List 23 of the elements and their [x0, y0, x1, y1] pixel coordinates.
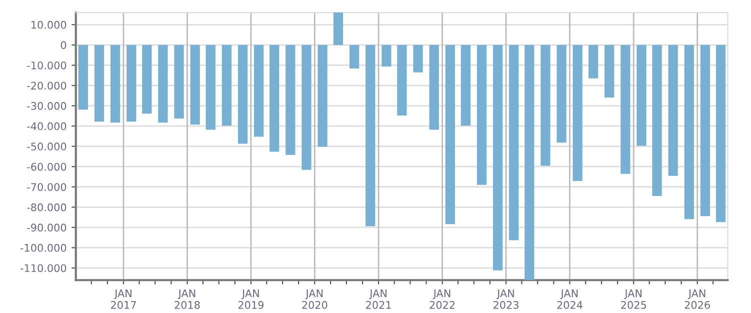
x-tick-label: JAN 2021: [366, 289, 391, 309]
y-tick-label: -110.000: [20, 264, 66, 272]
x-tick-label: JAN 2017: [111, 289, 136, 309]
y-tick-label: -80.000: [27, 203, 66, 212]
x-tick-label: JAN 2019: [238, 289, 264, 309]
y-tick-label: -30.000: [27, 102, 66, 110]
x-tick-label: JAN 2018: [174, 289, 200, 309]
y-tick-label: -40.000: [27, 122, 66, 130]
y-tick-label: -20.000: [27, 82, 66, 90]
y-tick-label: -90.000: [27, 224, 66, 232]
y-tick-label: -50.000: [27, 142, 66, 150]
y-tick-label: 0: [60, 41, 66, 50]
y-tick-label: -70.000: [27, 183, 66, 191]
y-tick-label: -10.000: [27, 61, 66, 70]
x-tick-label: JAN 2024: [557, 289, 582, 309]
x-tick-label: JAN 2022: [430, 289, 454, 309]
x-tick-label: JAN 2020: [302, 289, 328, 309]
y-tick-label: -100.000: [20, 244, 66, 252]
y-tick-label: -60.000: [27, 162, 66, 171]
x-tick-label: JAN 2026: [684, 289, 710, 309]
y-tick-label: 10.000: [32, 20, 66, 29]
x-tick-label: JAN 2023: [494, 289, 518, 309]
x-tick-label: JAN 2025: [621, 289, 646, 309]
